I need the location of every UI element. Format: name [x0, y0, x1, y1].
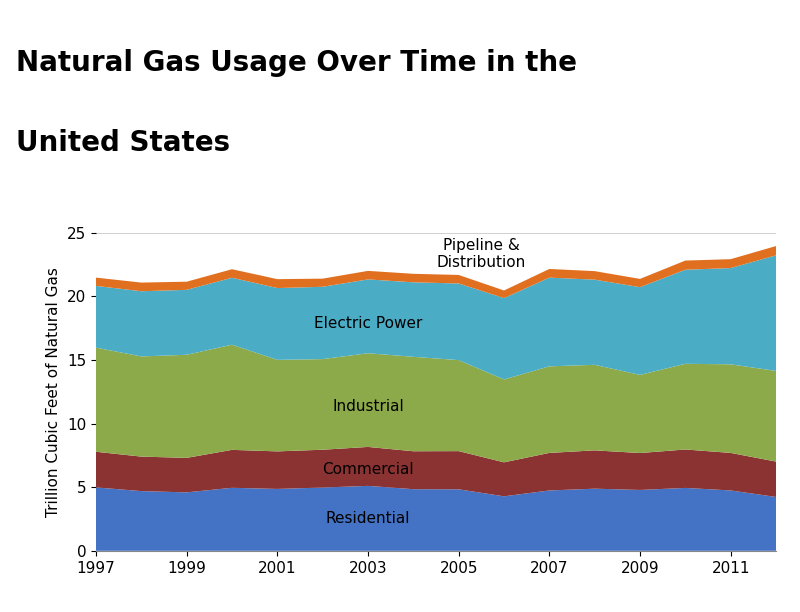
- Text: Commercial: Commercial: [322, 463, 414, 477]
- Text: Electric Power: Electric Power: [314, 316, 422, 331]
- Text: Natural Gas Usage Over Time in the: Natural Gas Usage Over Time in the: [16, 49, 577, 77]
- Text: United States: United States: [16, 129, 230, 157]
- Y-axis label: Trillion Cubic Feet of Natural Gas: Trillion Cubic Feet of Natural Gas: [46, 267, 62, 517]
- Text: Industrial: Industrial: [332, 399, 404, 414]
- Text: Residential: Residential: [326, 511, 410, 526]
- Text: Pipeline &
Distribution: Pipeline & Distribution: [437, 237, 526, 270]
